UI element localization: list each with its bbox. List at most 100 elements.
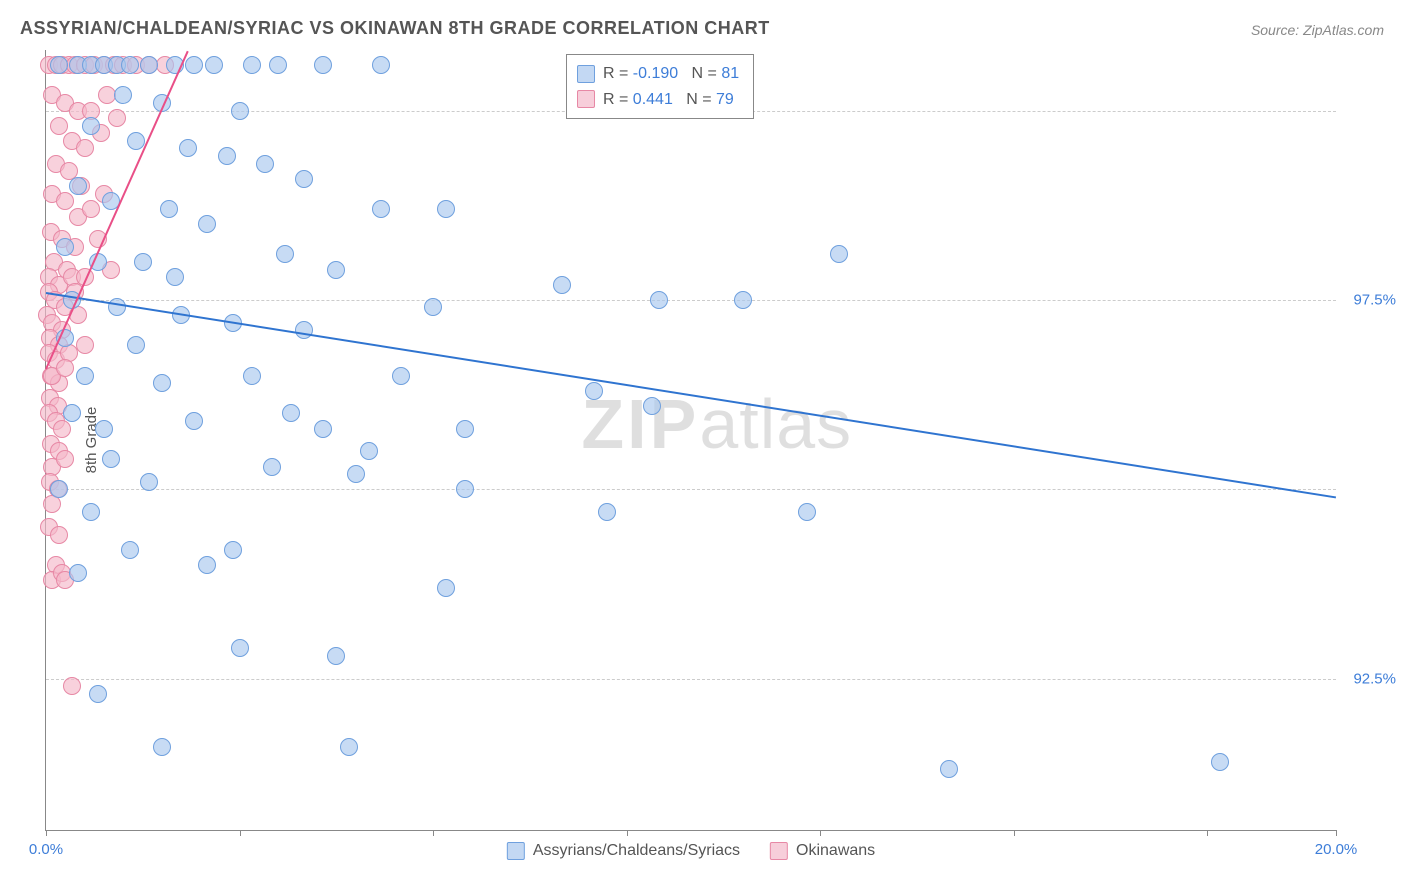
data-point	[437, 200, 455, 218]
stats-legend: R = -0.190 N = 81R = 0.441 N = 79	[566, 54, 754, 119]
data-point	[185, 56, 203, 74]
data-point	[179, 139, 197, 157]
data-point	[456, 420, 474, 438]
data-point	[327, 647, 345, 665]
data-point	[1211, 753, 1229, 771]
stats-legend-row: R = -0.190 N = 81	[577, 61, 739, 87]
data-point	[153, 738, 171, 756]
data-point	[327, 261, 345, 279]
scatter-plot-area: 8th Grade ZIPatlas R = -0.190 N = 81R = …	[45, 50, 1336, 831]
data-point	[76, 139, 94, 157]
data-point	[82, 200, 100, 218]
data-point	[424, 298, 442, 316]
data-point	[108, 298, 126, 316]
data-point	[243, 56, 261, 74]
data-point	[437, 579, 455, 597]
data-point	[56, 238, 74, 256]
data-point	[114, 86, 132, 104]
gridline	[46, 489, 1336, 490]
x-tick	[46, 830, 47, 836]
data-point	[372, 200, 390, 218]
data-point	[282, 404, 300, 422]
data-point	[224, 541, 242, 559]
gridline	[46, 679, 1336, 680]
gridline	[46, 300, 1336, 301]
chart-title: ASSYRIAN/CHALDEAN/SYRIAC VS OKINAWAN 8TH…	[20, 18, 770, 39]
data-point	[140, 56, 158, 74]
data-point	[53, 420, 71, 438]
swatch-icon	[577, 65, 595, 83]
series-legend: Assyrians/Chaldeans/Syriacs Okinawans	[507, 842, 875, 860]
data-point	[295, 170, 313, 188]
x-tick	[1014, 830, 1015, 836]
x-tick-label: 0.0%	[29, 841, 63, 858]
data-point	[585, 382, 603, 400]
data-point	[76, 336, 94, 354]
data-point	[198, 215, 216, 233]
data-point	[50, 480, 68, 498]
legend-item-assyrians: Assyrians/Chaldeans/Syriacs	[507, 842, 740, 860]
y-axis-label: 8th Grade	[83, 407, 100, 474]
data-point	[598, 503, 616, 521]
data-point	[276, 245, 294, 263]
legend-label: Assyrians/Chaldeans/Syriacs	[533, 842, 740, 860]
data-point	[198, 556, 216, 574]
data-point	[314, 420, 332, 438]
data-point	[185, 412, 203, 430]
x-tick	[240, 830, 241, 836]
swatch-icon	[507, 842, 525, 860]
data-point	[231, 102, 249, 120]
data-point	[940, 760, 958, 778]
data-point	[50, 117, 68, 135]
data-point	[56, 359, 74, 377]
data-point	[108, 109, 126, 127]
x-tick	[1207, 830, 1208, 836]
data-point	[643, 397, 661, 415]
data-point	[102, 450, 120, 468]
data-point	[56, 192, 74, 210]
data-point	[82, 503, 100, 521]
data-point	[63, 677, 81, 695]
data-point	[63, 404, 81, 422]
data-point	[243, 367, 261, 385]
swatch-icon	[770, 842, 788, 860]
stats-legend-row: R = 0.441 N = 79	[577, 87, 739, 113]
data-point	[553, 276, 571, 294]
data-point	[153, 374, 171, 392]
x-tick	[820, 830, 821, 836]
data-point	[121, 56, 139, 74]
data-point	[218, 147, 236, 165]
x-tick	[433, 830, 434, 836]
data-point	[269, 56, 287, 74]
data-point	[95, 420, 113, 438]
trend-line	[46, 292, 1336, 498]
data-point	[295, 321, 313, 339]
data-point	[798, 503, 816, 521]
data-point	[347, 465, 365, 483]
data-point	[256, 155, 274, 173]
data-point	[76, 367, 94, 385]
legend-item-okinawans: Okinawans	[770, 842, 875, 860]
data-point	[392, 367, 410, 385]
data-point	[314, 56, 332, 74]
data-point	[734, 291, 752, 309]
data-point	[134, 253, 152, 271]
data-point	[650, 291, 668, 309]
data-point	[121, 541, 139, 559]
data-point	[340, 738, 358, 756]
data-point	[830, 245, 848, 263]
data-point	[50, 526, 68, 544]
data-point	[372, 56, 390, 74]
source-attribution: Source: ZipAtlas.com	[1251, 22, 1384, 38]
data-point	[140, 473, 158, 491]
y-tick-label: 97.5%	[1341, 291, 1396, 308]
data-point	[82, 117, 100, 135]
x-tick-label: 20.0%	[1315, 841, 1358, 858]
data-point	[69, 564, 87, 582]
data-point	[127, 336, 145, 354]
data-point	[205, 56, 223, 74]
data-point	[456, 480, 474, 498]
data-point	[360, 442, 378, 460]
data-point	[69, 177, 87, 195]
swatch-icon	[577, 90, 595, 108]
